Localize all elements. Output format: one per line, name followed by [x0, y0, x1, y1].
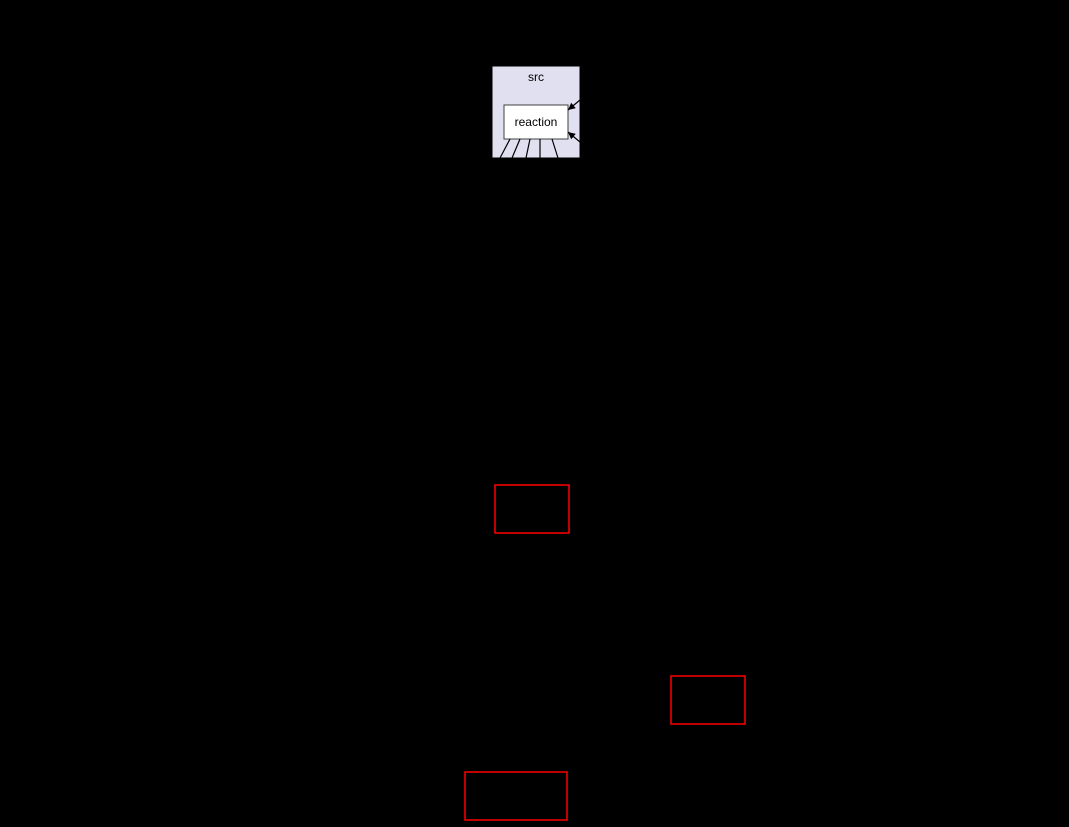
cluster-label: src [528, 70, 544, 84]
dependency-diagram: src reaction [0, 0, 1069, 827]
node-reaction-label: reaction [515, 115, 558, 129]
dependency-placeholder-boxes [465, 485, 745, 820]
dependency-box[interactable] [465, 772, 567, 820]
node-reaction[interactable]: reaction [504, 105, 568, 139]
dependency-box[interactable] [495, 485, 569, 533]
dependency-box[interactable] [671, 676, 745, 724]
